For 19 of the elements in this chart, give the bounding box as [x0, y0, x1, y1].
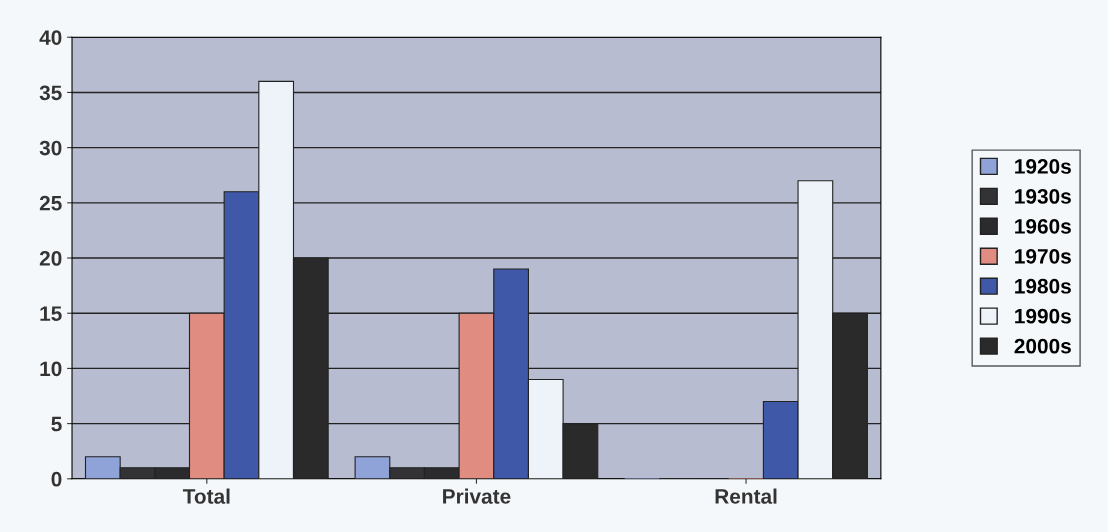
y-tick-label: 25 — [39, 195, 62, 211]
y-tick-label: 0 — [51, 471, 62, 487]
legend-label: 1930s — [1015, 189, 1071, 204]
legend-label: 1920s — [1015, 159, 1071, 174]
y-tick-label: 35 — [39, 85, 62, 101]
y-tick-label: 30 — [39, 140, 62, 156]
y-tick-label: 5 — [51, 416, 62, 432]
y-tick-label: 20 — [39, 251, 62, 266]
x-tick-label: Rental — [715, 488, 777, 504]
legend-label: 2000s — [1014, 338, 1071, 354]
y-tick-label: 15 — [40, 306, 62, 321]
x-tick-label: Total — [182, 488, 230, 504]
x-tick-label: Private — [443, 488, 511, 504]
legend-label: 1970s — [1015, 248, 1071, 264]
legend-label: 1990s — [1015, 308, 1071, 324]
y-tick-label: 10 — [40, 361, 62, 377]
legend-label: 1980s — [1015, 278, 1071, 294]
y-tick-label: 40 — [39, 30, 62, 45]
legend-label: 1960s — [1015, 218, 1071, 234]
